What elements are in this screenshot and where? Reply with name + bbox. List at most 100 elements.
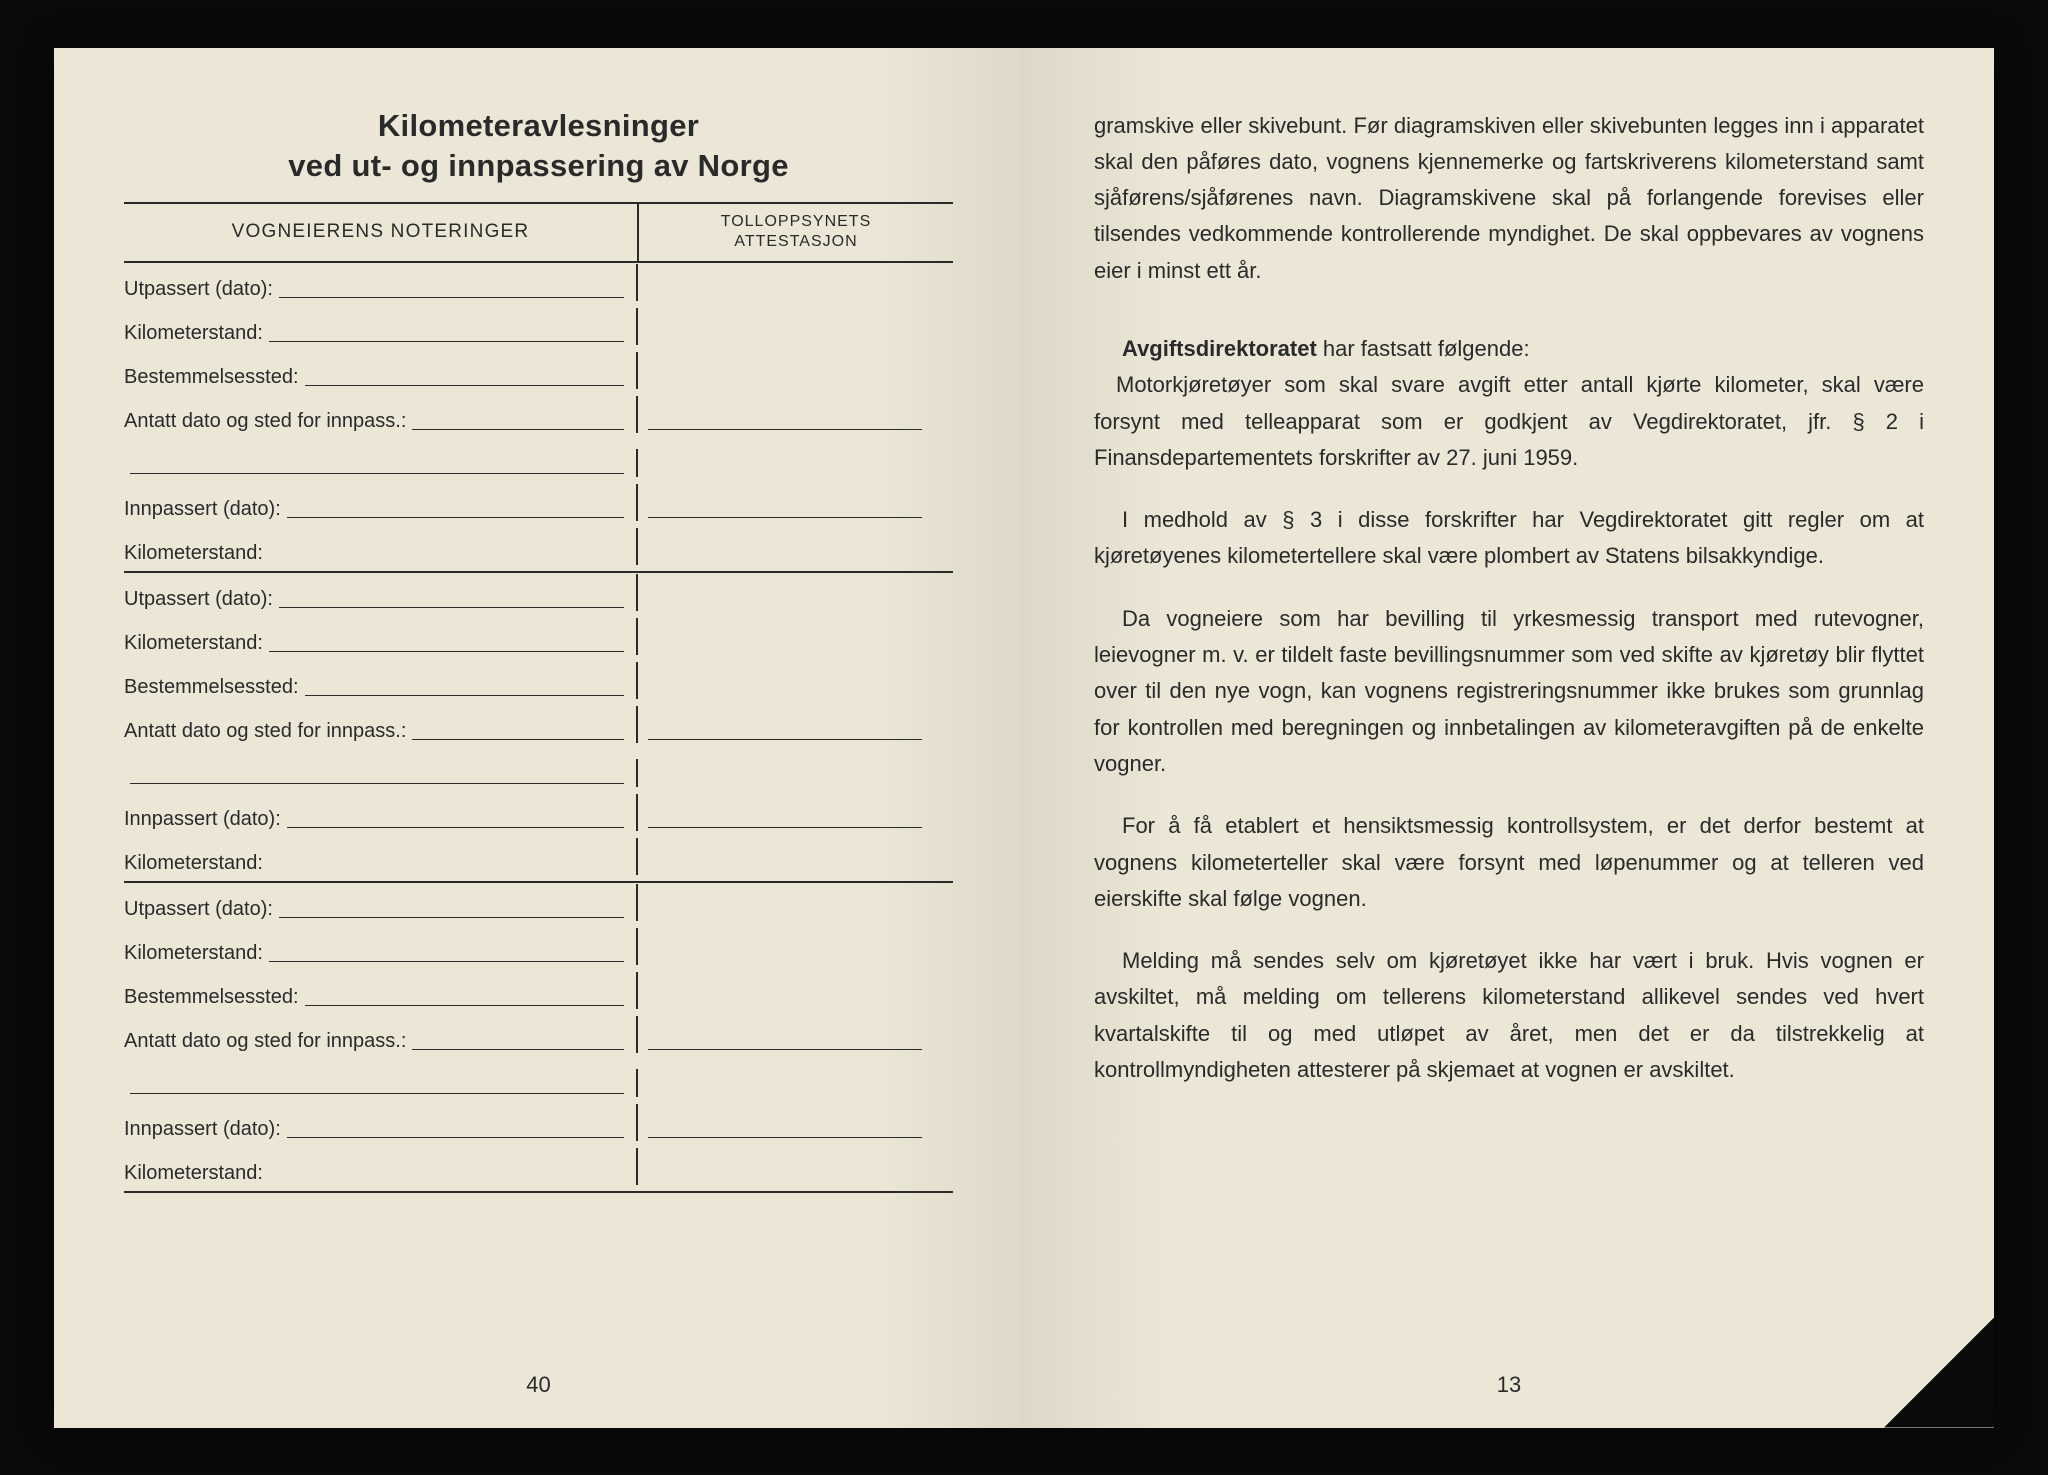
form-table: VOGNEIERENS NOTERINGER TOLLOPPSYNETS ATT… bbox=[124, 202, 953, 264]
form-field-label: Innpassert (dato): bbox=[124, 498, 281, 521]
form-row: Antatt dato og sted for innpass.: bbox=[124, 1015, 953, 1059]
form-field-label: Kilometerstand: bbox=[124, 322, 263, 345]
form-row: Kilometerstand: bbox=[124, 1147, 953, 1191]
form-field-label: Antatt dato og sted for innpass.: bbox=[124, 1030, 406, 1053]
form-fill-line bbox=[269, 961, 624, 962]
body-paragraph: For å få etablert et hensiktsmessig kont… bbox=[1094, 808, 1924, 917]
form-row: Bestemmelsessted: bbox=[124, 661, 953, 705]
form-right-column bbox=[638, 1137, 953, 1141]
form-fill-line bbox=[305, 1005, 624, 1006]
body-paragraph: Da vogneiere som har bevilling til yrkes… bbox=[1094, 601, 1924, 782]
form-field-label: Utpassert (dato): bbox=[124, 588, 273, 611]
form-fill-line bbox=[269, 651, 624, 652]
body-paragraph: I medhold av § 3 i disse forskrifter har… bbox=[1094, 502, 1924, 575]
header-owner-notes: VOGNEIERENS NOTERINGER bbox=[124, 203, 638, 263]
form-left-column: Utpassert (dato): bbox=[124, 264, 638, 301]
form-field-label: Utpassert (dato): bbox=[124, 898, 273, 921]
form-row: Innpassert (dato): bbox=[124, 483, 953, 527]
form-left-column: Bestemmelsessted: bbox=[124, 972, 638, 1009]
page-title-line2: ved ut- og innpassering av Norge bbox=[124, 148, 953, 184]
form-fill-line bbox=[287, 1137, 624, 1138]
form-left-column: Antatt dato og sted for innpass.: bbox=[124, 396, 638, 433]
page-title-line1: Kilometeravlesninger bbox=[124, 108, 953, 144]
folded-corner bbox=[1884, 1318, 1994, 1428]
form-field-label: Kilometerstand: bbox=[124, 942, 263, 965]
form-field-label: Bestemmelsessted: bbox=[124, 366, 299, 389]
form-fill-line bbox=[305, 695, 624, 696]
right-page: gramskive eller skivebunt. Før diagramsk… bbox=[1024, 48, 1994, 1428]
form-field-label: Kilometerstand: bbox=[124, 852, 263, 875]
form-sections: Utpassert (dato): Kilometerstand: Bestemme… bbox=[124, 263, 953, 1193]
form-section: Utpassert (dato): Kilometerstand: Bestemme… bbox=[124, 883, 953, 1193]
form-left-column: Kilometerstand: bbox=[124, 838, 638, 875]
attestation-line bbox=[648, 1137, 923, 1138]
form-row: Innpassert (dato): bbox=[124, 1103, 953, 1147]
book-spread: Kilometeravlesninger ved ut- og innpasse… bbox=[54, 48, 1994, 1428]
form-row: Antatt dato og sted for innpass.: bbox=[124, 705, 953, 749]
form-fill-line bbox=[279, 297, 624, 298]
form-left-column: Bestemmelsessted: bbox=[124, 352, 638, 389]
form-left-column: Innpassert (dato): bbox=[124, 1104, 638, 1141]
form-fill-line bbox=[412, 1049, 624, 1050]
form-field-label: Bestemmelsessted: bbox=[124, 676, 299, 699]
form-field-label: Antatt dato og sted for innpass.: bbox=[124, 720, 406, 743]
form-left-column: Antatt dato og sted for innpass.: bbox=[124, 1016, 638, 1053]
attestation-line bbox=[648, 739, 923, 740]
form-section: Utpassert (dato): Kilometerstand: Bestemme… bbox=[124, 263, 953, 573]
form-row bbox=[124, 439, 953, 483]
right-page-number: 13 bbox=[1497, 1372, 1521, 1398]
form-fill-line bbox=[279, 607, 624, 608]
form-left-column: Utpassert (dato): bbox=[124, 884, 638, 921]
left-page: Kilometeravlesninger ved ut- og innpasse… bbox=[54, 48, 1024, 1428]
form-row: Kilometerstand: bbox=[124, 527, 953, 571]
form-fill-line bbox=[287, 827, 624, 828]
form-row: Antatt dato og sted for innpass.: bbox=[124, 395, 953, 439]
form-row: Kilometerstand: bbox=[124, 307, 953, 351]
form-field-label: Antatt dato og sted for innpass.: bbox=[124, 410, 406, 433]
form-field-label: Utpassert (dato): bbox=[124, 278, 273, 301]
form-field-label: Innpassert (dato): bbox=[124, 1118, 281, 1141]
body-paragraph: gramskive eller skivebunt. Før diagramsk… bbox=[1094, 108, 1924, 289]
form-left-column bbox=[124, 1069, 638, 1097]
form-right-column bbox=[638, 739, 953, 743]
form-field-label: Kilometerstand: bbox=[124, 632, 263, 655]
form-fill-line bbox=[305, 385, 624, 386]
body-paragraph: Melding må sendes selv om kjøretøyet ikk… bbox=[1094, 943, 1924, 1088]
table-header-row: VOGNEIERENS NOTERINGER TOLLOPPSYNETS ATT… bbox=[124, 203, 953, 263]
right-text-content: gramskive eller skivebunt. Før diagramsk… bbox=[1094, 108, 1924, 1089]
form-row bbox=[124, 749, 953, 793]
form-left-column: Kilometerstand: bbox=[124, 618, 638, 655]
form-left-column: Antatt dato og sted for innpass.: bbox=[124, 706, 638, 743]
form-left-column bbox=[124, 759, 638, 787]
form-field-label: Kilometerstand: bbox=[124, 542, 263, 565]
left-page-number: 40 bbox=[526, 1372, 550, 1398]
form-row bbox=[124, 1059, 953, 1103]
form-left-column: Kilometerstand: bbox=[124, 928, 638, 965]
form-row: Utpassert (dato): bbox=[124, 883, 953, 927]
form-right-column bbox=[638, 517, 953, 521]
header-customs-attestation: TOLLOPPSYNETS ATTESTASJON bbox=[638, 203, 953, 263]
form-right-column bbox=[638, 827, 953, 831]
form-row: Innpassert (dato): bbox=[124, 793, 953, 837]
form-right-column bbox=[638, 429, 953, 433]
form-left-column: Bestemmelsessted: bbox=[124, 662, 638, 699]
form-row: Kilometerstand: bbox=[124, 617, 953, 661]
form-field-label: Innpassert (dato): bbox=[124, 808, 281, 831]
form-fill-line bbox=[287, 517, 624, 518]
body-paragraph: Avgiftsdirektoratet har fastsatt følgend… bbox=[1094, 331, 1924, 476]
form-section: Utpassert (dato): Kilometerstand: Bestemme… bbox=[124, 573, 953, 883]
form-left-column: Utpassert (dato): bbox=[124, 574, 638, 611]
form-fill-line bbox=[130, 473, 624, 474]
form-row: Utpassert (dato): bbox=[124, 263, 953, 307]
form-fill-line bbox=[130, 1093, 624, 1094]
form-row: Utpassert (dato): bbox=[124, 573, 953, 617]
form-fill-line bbox=[412, 429, 624, 430]
form-left-column: Kilometerstand: bbox=[124, 308, 638, 345]
form-fill-line bbox=[279, 917, 624, 918]
form-field-label: Bestemmelsessted: bbox=[124, 986, 299, 1009]
form-fill-line bbox=[412, 739, 624, 740]
form-field-label: Kilometerstand: bbox=[124, 1162, 263, 1185]
form-row: Kilometerstand: bbox=[124, 927, 953, 971]
form-left-column: Kilometerstand: bbox=[124, 1148, 638, 1185]
form-left-column bbox=[124, 449, 638, 477]
